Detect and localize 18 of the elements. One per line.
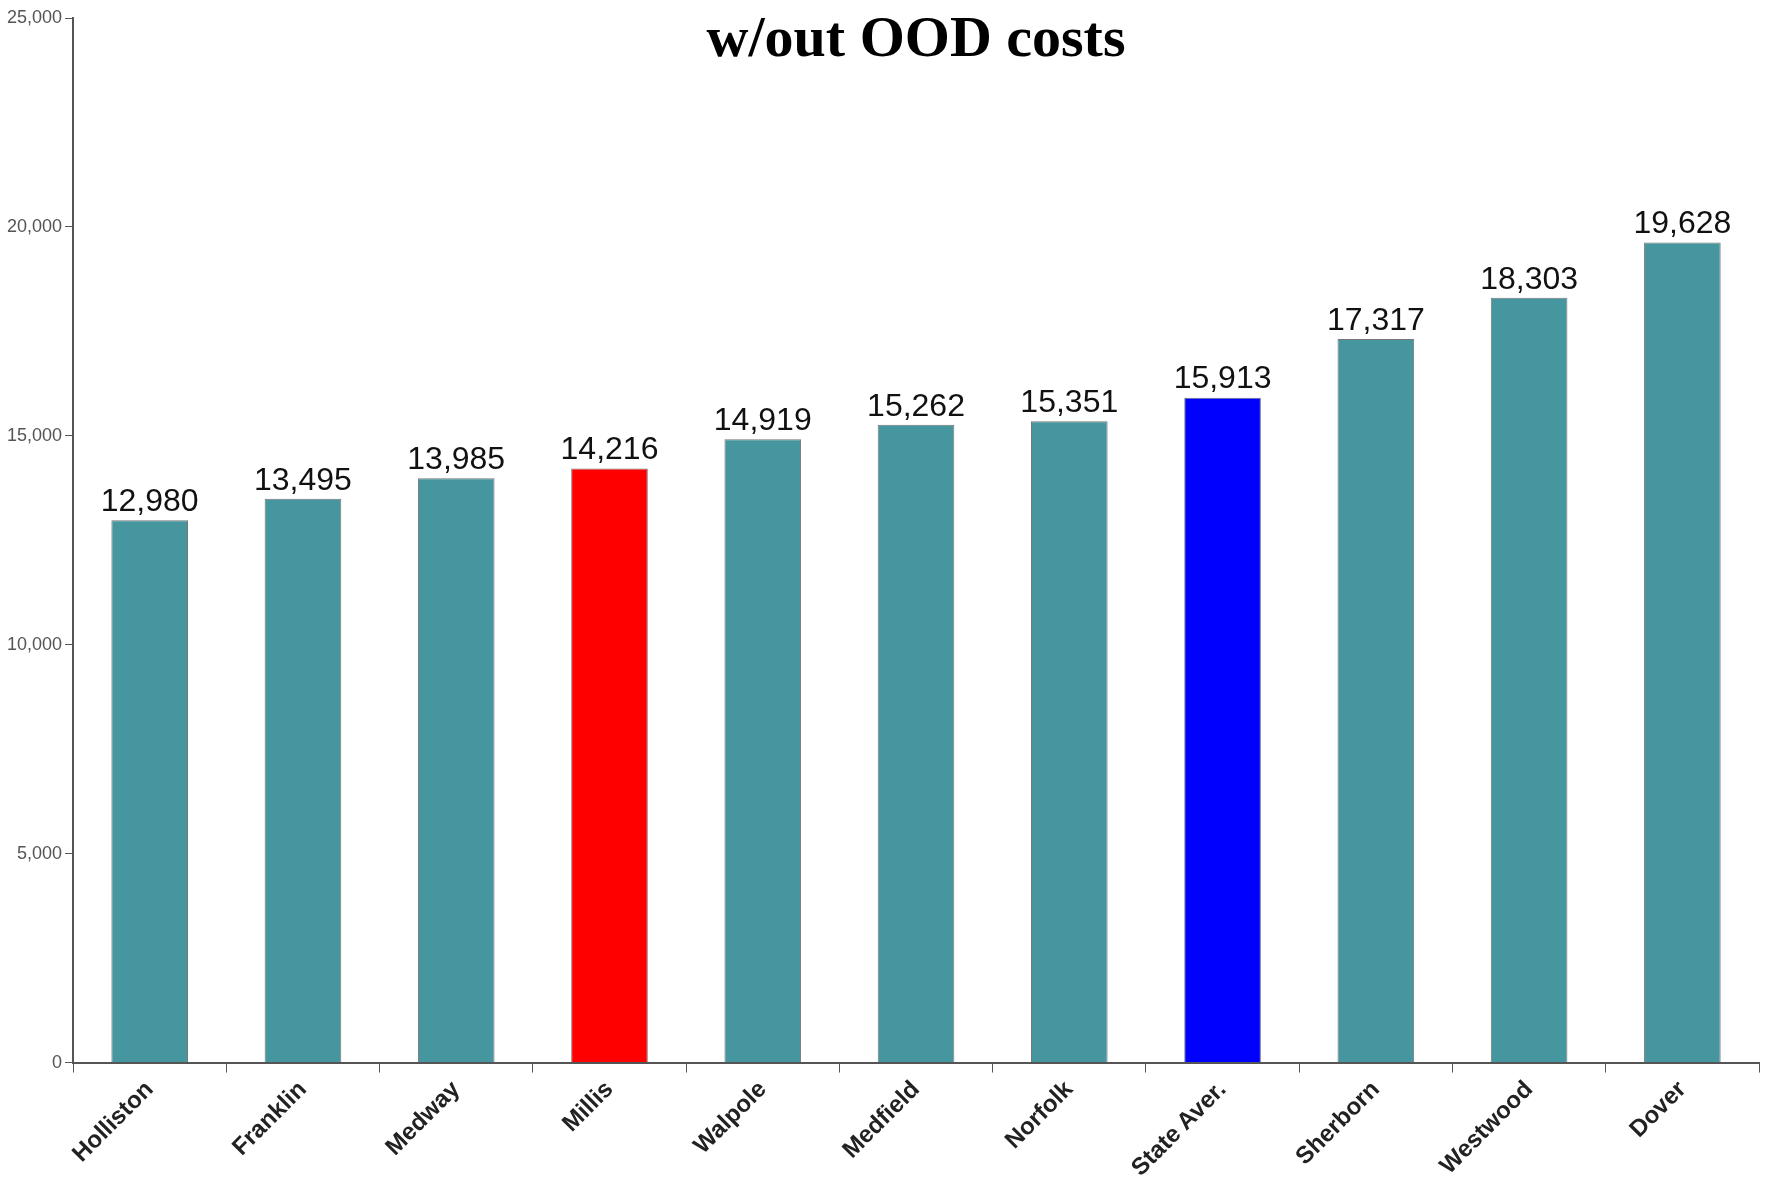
y-tick-label: 20,000 [6, 215, 63, 236]
y-tick-label: 10,000 [6, 633, 63, 654]
data-label: 13,985 [407, 440, 506, 477]
data-label: 18,303 [1480, 259, 1579, 296]
y-tick-label: 0 [52, 1051, 63, 1072]
data-label: 15,262 [867, 386, 965, 423]
data-label: 12,980 [100, 482, 199, 519]
y-tick-label: 15,000 [6, 424, 63, 445]
data-label: 19,628 [1633, 204, 1732, 241]
chart-title: w/out OOD costs [706, 3, 1126, 69]
y-tick-label: 5,000 [17, 842, 63, 863]
y-tick-label: 25,000 [6, 6, 63, 27]
data-label: 14,216 [560, 430, 659, 467]
data-label: 13,495 [254, 460, 352, 497]
data-label: 15,913 [1173, 359, 1272, 396]
data-label: 14,919 [713, 401, 812, 438]
data-label: 15,351 [1020, 382, 1119, 419]
data-label: 17,317 [1326, 300, 1425, 337]
